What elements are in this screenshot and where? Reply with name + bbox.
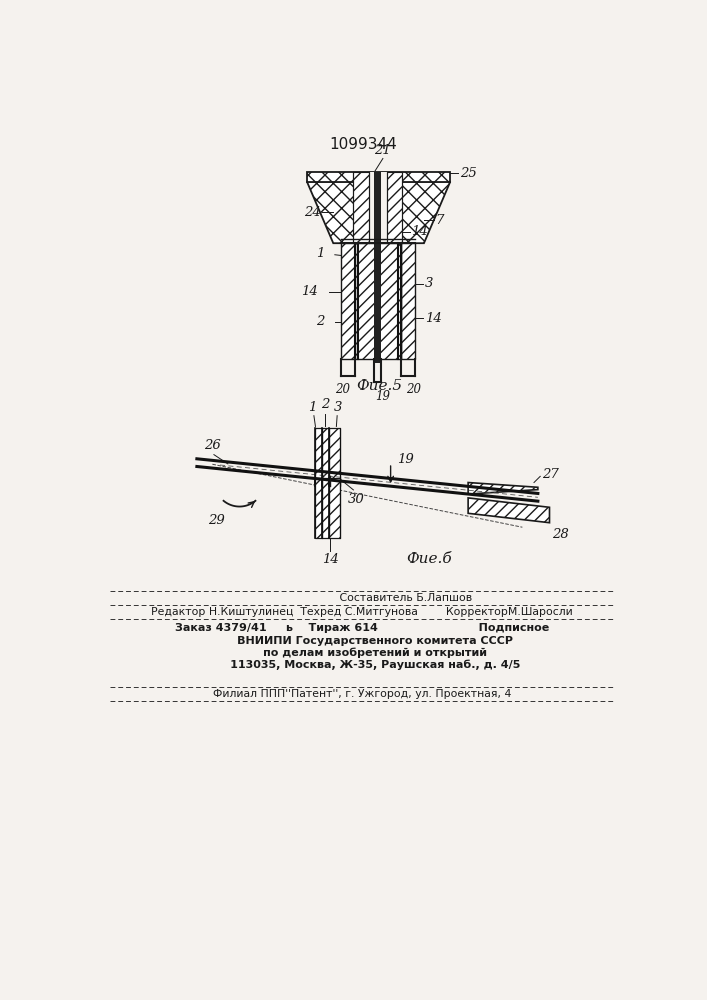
Bar	[354, 172, 369, 243]
Text: 7: 7	[436, 214, 444, 227]
Bar	[355, 243, 402, 359]
Bar	[315, 478, 322, 538]
Text: 19: 19	[375, 389, 390, 402]
Bar	[307, 172, 450, 182]
Text: 3: 3	[334, 401, 342, 414]
Text: 2: 2	[315, 315, 324, 328]
Bar	[322, 428, 329, 486]
Text: 20: 20	[407, 383, 421, 396]
Text: ВНИИПИ Государственного комитета СССР: ВНИИПИ Государственного комитета СССР	[211, 636, 513, 646]
Text: 30: 30	[347, 493, 364, 506]
Text: 113035, Москва, Ж-35, Раушская наб., д. 4/5: 113035, Москва, Ж-35, Раушская наб., д. …	[204, 659, 520, 670]
Text: 29: 29	[208, 514, 225, 527]
Text: 3: 3	[425, 277, 433, 290]
Text: 27: 27	[542, 468, 559, 481]
Text: 1: 1	[315, 247, 324, 260]
Text: 19: 19	[397, 453, 414, 466]
Bar	[369, 172, 387, 243]
Text: 24: 24	[304, 206, 320, 219]
Text: 2: 2	[320, 398, 329, 411]
Text: Филиал ППП''Патент'', г. Ужгород, ул. Проектная, 4: Филиал ППП''Патент'', г. Ужгород, ул. Пр…	[213, 689, 511, 699]
Polygon shape	[307, 182, 450, 243]
Bar	[329, 478, 340, 538]
Bar	[341, 243, 355, 359]
Text: 26: 26	[204, 439, 221, 452]
Text: по делам изобретений и открытий: по делам изобретений и открытий	[236, 648, 487, 658]
Text: 1: 1	[308, 401, 317, 414]
Polygon shape	[468, 483, 538, 494]
Text: 25: 25	[460, 167, 477, 180]
Text: 1099344: 1099344	[329, 137, 397, 152]
Text: 14: 14	[322, 553, 339, 566]
Text: 28: 28	[552, 528, 568, 541]
Bar	[329, 428, 340, 486]
Polygon shape	[468, 498, 549, 523]
Bar	[402, 243, 416, 359]
Text: Фие.5: Фие.5	[356, 379, 402, 393]
Bar	[373, 243, 381, 363]
Bar	[373, 172, 381, 247]
Bar	[315, 428, 322, 486]
Text: 20: 20	[335, 383, 350, 396]
Text: Составитель Б.Лапшов: Составитель Б.Лапшов	[252, 593, 472, 603]
Text: Редактор Н.Киштулинец  Техред С.Митгунова        КорректорМ.Шаросли: Редактор Н.Киштулинец Техред С.Митгунова…	[151, 607, 573, 617]
Text: 21: 21	[375, 144, 391, 157]
Text: 14: 14	[425, 312, 441, 325]
Bar	[387, 172, 402, 243]
Text: 14: 14	[411, 225, 428, 238]
Text: Фие.б: Фие.б	[407, 552, 452, 566]
Text: Заказ 4379/41     ь    Тираж 614                          Подписное: Заказ 4379/41 ь Тираж 614 Подписное	[175, 623, 549, 633]
Text: 14: 14	[301, 285, 317, 298]
Bar	[322, 478, 329, 538]
